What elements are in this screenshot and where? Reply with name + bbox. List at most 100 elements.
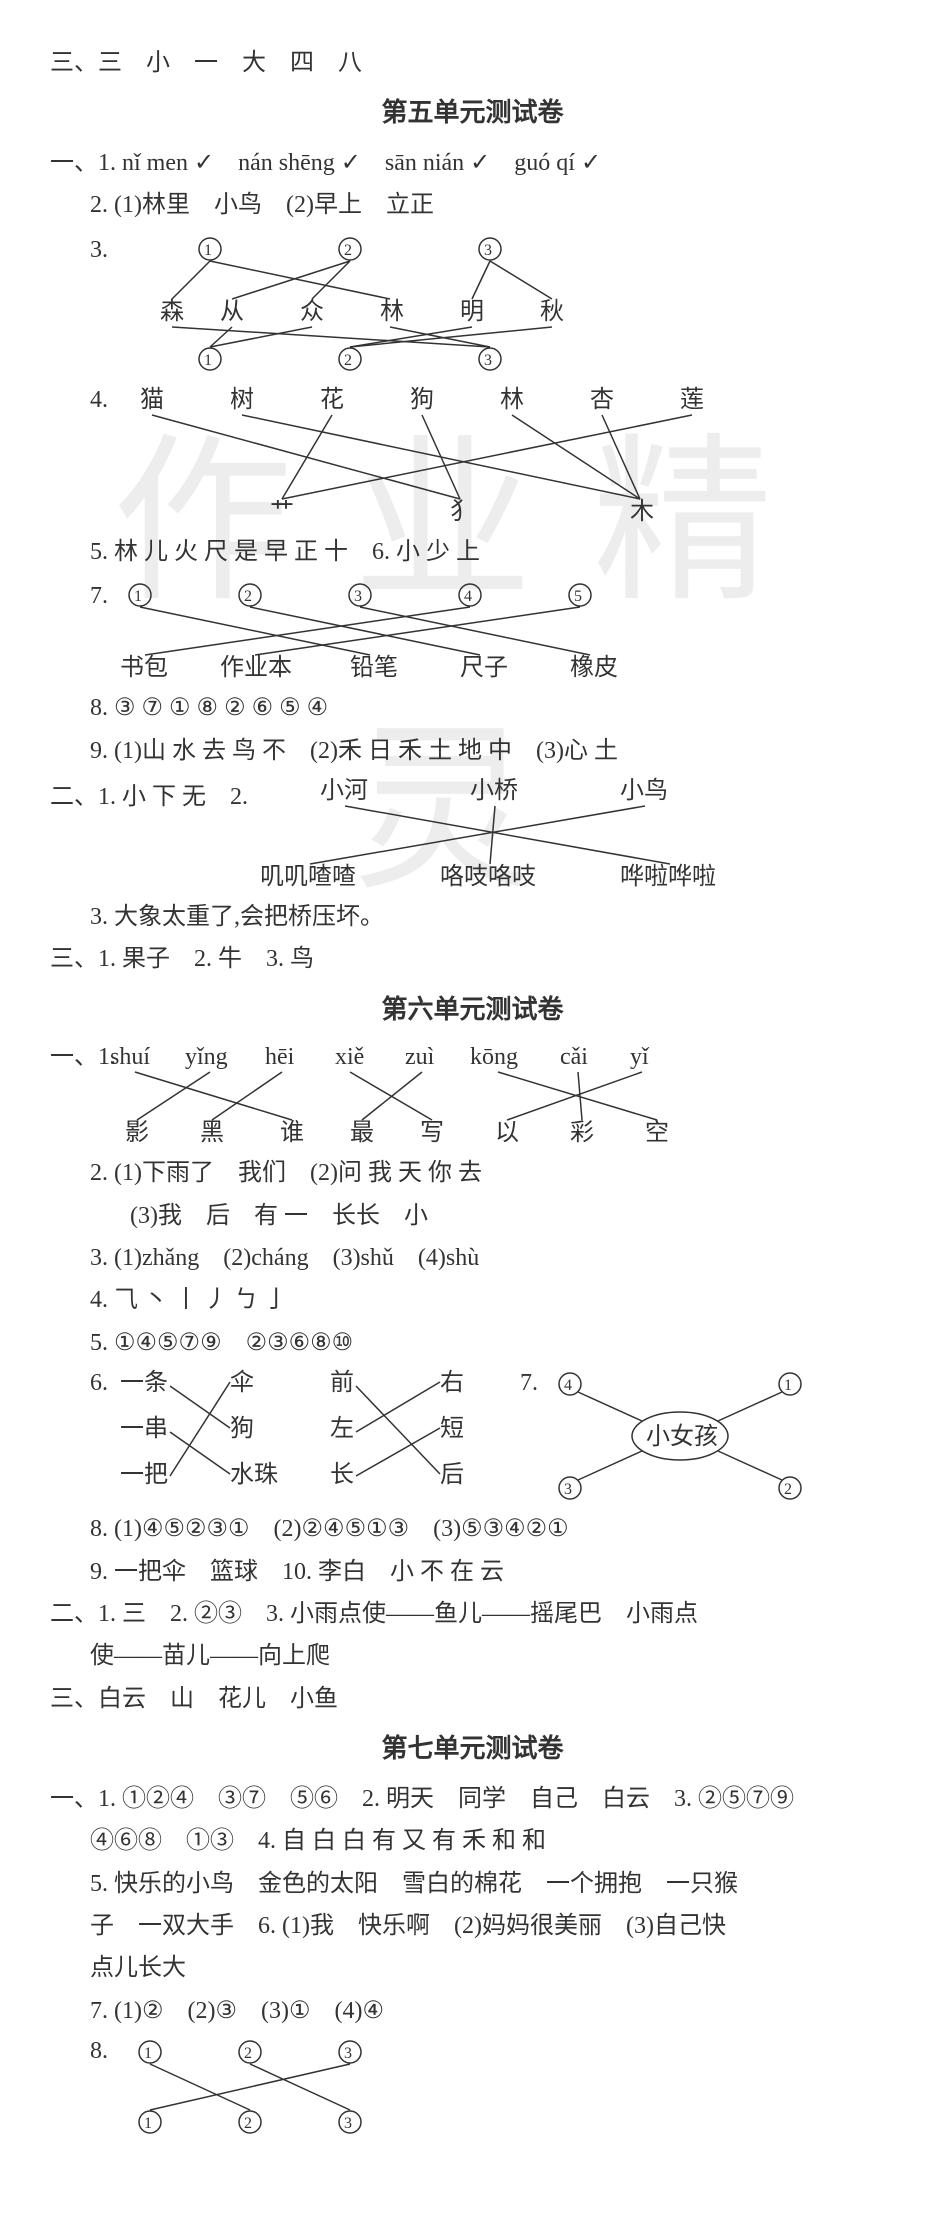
u7-q1: 一、1. ①②④ ③⑦ ⑤⑥ 2. 明天 同学 自己 白云 3. ②⑤⑦⑨ — [50, 1780, 895, 1818]
svg-text:cǎi: cǎi — [560, 1044, 588, 1070]
svg-text:秋: 秋 — [540, 298, 564, 325]
svg-text:叽叽喳喳: 叽叽喳喳 — [260, 863, 356, 890]
u6-q1-svg: 一、1. shuí yǐng hēi xiě zuì kōng cǎi yǐ 影… — [50, 1040, 830, 1150]
svg-text:一、1.: 一、1. — [50, 1044, 116, 1070]
svg-text:一条: 一条 — [120, 1369, 168, 1396]
svg-text:最: 最 — [350, 1120, 374, 1146]
u6-q9: 9. 一把伞 篮球 10. 李白 小 不 在 云 — [50, 1553, 895, 1591]
u5-q1-2: 2. (1)林里 小鸟 (2)早上 立正 — [50, 186, 895, 224]
svg-text:4: 4 — [564, 1377, 572, 1394]
svg-text:6.: 6. — [90, 1370, 108, 1396]
svg-text:树: 树 — [230, 386, 254, 413]
svg-text:黑: 黑 — [200, 1120, 224, 1146]
svg-text:咯吱咯吱: 咯吱咯吱 — [440, 863, 536, 890]
u6-q4: 4. ⺄ 丶 丨 丿 ㄅ 亅 — [50, 1281, 895, 1319]
svg-text:3: 3 — [354, 588, 362, 605]
svg-text:长: 长 — [330, 1461, 354, 1488]
svg-text:左: 左 — [330, 1415, 354, 1442]
svg-text:yǐng: yǐng — [185, 1044, 228, 1070]
u5-q7-svg: 7. 1 2 3 4 5 书包 作业本 铅笔 尺子 橡皮 — [90, 575, 790, 685]
svg-text:2: 2 — [244, 2115, 252, 2132]
svg-text:狗: 狗 — [230, 1415, 254, 1442]
svg-text:3: 3 — [344, 2045, 352, 2062]
svg-text:2: 2 — [244, 588, 252, 605]
svg-text:彩: 彩 — [570, 1119, 594, 1146]
svg-text:杏: 杏 — [590, 386, 614, 413]
u7-q7: 7. (1)② (2)③ (3)① (4)④ — [50, 1992, 895, 2030]
svg-text:猫: 猫 — [140, 386, 164, 413]
svg-text:小河: 小河 — [320, 777, 368, 804]
svg-text:1: 1 — [784, 1377, 792, 1394]
u6-q3: 3. (1)zhǎng (2)cháng (3)shǔ (4)shù — [50, 1239, 895, 1277]
svg-text:一把: 一把 — [120, 1461, 168, 1488]
svg-text:小鸟: 小鸟 — [620, 777, 668, 804]
svg-text:短: 短 — [440, 1415, 464, 1442]
svg-text:xiě: xiě — [335, 1044, 364, 1070]
svg-text:小女孩: 小女孩 — [646, 1423, 718, 1450]
svg-text:7.: 7. — [90, 583, 108, 609]
svg-text:明: 明 — [460, 299, 484, 325]
u7-q5b: 子 一双大手 6. (1)我 快乐啊 (2)妈妈很美丽 (3)自己快 — [50, 1907, 895, 1945]
svg-text:2: 2 — [344, 242, 352, 259]
u6-q6q7-svg: 6. 一条伞 一串狗 一把水珠 前右 左短 长后 7. 4 1 3 2 小女孩 — [90, 1366, 910, 1506]
svg-text:作业本: 作业本 — [220, 654, 292, 681]
svg-text:3.: 3. — [90, 237, 108, 263]
svg-text:小桥: 小桥 — [470, 777, 518, 804]
u5-q4-svg: 4. 猫 树 花 狗 林 杏 莲 艹 犭 木 — [90, 379, 810, 529]
svg-text:4.: 4. — [90, 387, 108, 413]
u7-q5c: 点儿长大 — [50, 1949, 895, 1987]
u5-q9: 9. (1)山 水 去 鸟 不 (2)禾 日 禾 土 地 中 (3)心 土 — [50, 732, 895, 770]
unit6-title: 第六单元测试卷 — [50, 989, 895, 1031]
svg-text:水珠: 水珠 — [230, 1461, 278, 1488]
svg-text:2: 2 — [784, 1481, 792, 1498]
top-line: 三、三 小 一 大 四 八 — [50, 44, 895, 82]
svg-text:艹: 艹 — [270, 499, 294, 525]
u6-er1: 二、1. 三 2. ②③ 3. 小雨点使——鱼儿——摇尾巴 小雨点 — [50, 1595, 895, 1633]
u5-er1: 二、1. 小 下 无 2. — [50, 778, 260, 816]
unit5-title: 第五单元测试卷 — [50, 92, 895, 134]
svg-text:zuì: zuì — [405, 1044, 435, 1070]
svg-text:1: 1 — [134, 588, 142, 605]
svg-text:3: 3 — [564, 1481, 572, 1498]
u6-san: 三、白云 山 花儿 小鱼 — [50, 1680, 895, 1718]
svg-text:犭: 犭 — [450, 498, 474, 525]
svg-text:森: 森 — [160, 298, 184, 325]
svg-text:铅笔: 铅笔 — [350, 654, 398, 681]
svg-text:3: 3 — [484, 242, 492, 259]
svg-text:影: 影 — [125, 1120, 149, 1146]
svg-text:尺子: 尺子 — [460, 655, 508, 681]
u7-q1b: ④⑥⑧ ①③ 4. 自 白 白 有 又 有 禾 和 和 — [50, 1822, 895, 1860]
svg-text:yǐ: yǐ — [630, 1044, 650, 1070]
svg-text:3: 3 — [484, 352, 492, 369]
u6-q2-1: 2. (1)下雨了 我们 (2)问 我 天 你 去 — [50, 1154, 895, 1192]
svg-text:狗: 狗 — [410, 386, 434, 413]
svg-text:众: 众 — [300, 298, 324, 325]
svg-text:1: 1 — [144, 2115, 152, 2132]
svg-text:7.: 7. — [520, 1370, 538, 1396]
svg-text:林: 林 — [380, 298, 404, 325]
u5-q3-svg: 3. 1 2 3 森 从 众 林 明 秋 1 2 3 — [90, 229, 790, 379]
svg-text:hēi: hēi — [265, 1044, 295, 1070]
svg-text:2: 2 — [344, 352, 352, 369]
svg-text:4: 4 — [464, 588, 472, 605]
svg-text:1: 1 — [204, 242, 212, 259]
svg-text:后: 后 — [440, 1461, 464, 1488]
svg-text:空: 空 — [645, 1119, 669, 1146]
svg-text:以: 以 — [495, 1120, 519, 1146]
svg-text:前: 前 — [330, 1369, 354, 1396]
svg-text:写: 写 — [420, 1120, 444, 1146]
u6-er1b: 使——苗儿——向上爬 — [50, 1637, 895, 1675]
svg-text:kōng: kōng — [470, 1044, 518, 1070]
svg-text:哗啦哗啦: 哗啦哗啦 — [620, 863, 716, 890]
svg-text:3: 3 — [344, 2115, 352, 2132]
svg-text:谁: 谁 — [280, 1119, 304, 1146]
unit7-title: 第七单元测试卷 — [50, 1728, 895, 1770]
svg-text:花: 花 — [320, 386, 344, 413]
svg-text:书包: 书包 — [120, 654, 168, 681]
u5-san: 三、1. 果子 2. 牛 3. 鸟 — [50, 940, 895, 978]
u7-q5: 5. 快乐的小鸟 金色的太阳 雪白的棉花 一个拥抱 一只猴 — [50, 1865, 895, 1903]
svg-text:莲: 莲 — [680, 386, 704, 413]
svg-text:一串: 一串 — [120, 1415, 168, 1442]
svg-text:shuí: shuí — [110, 1044, 150, 1070]
svg-text:林: 林 — [500, 386, 524, 413]
